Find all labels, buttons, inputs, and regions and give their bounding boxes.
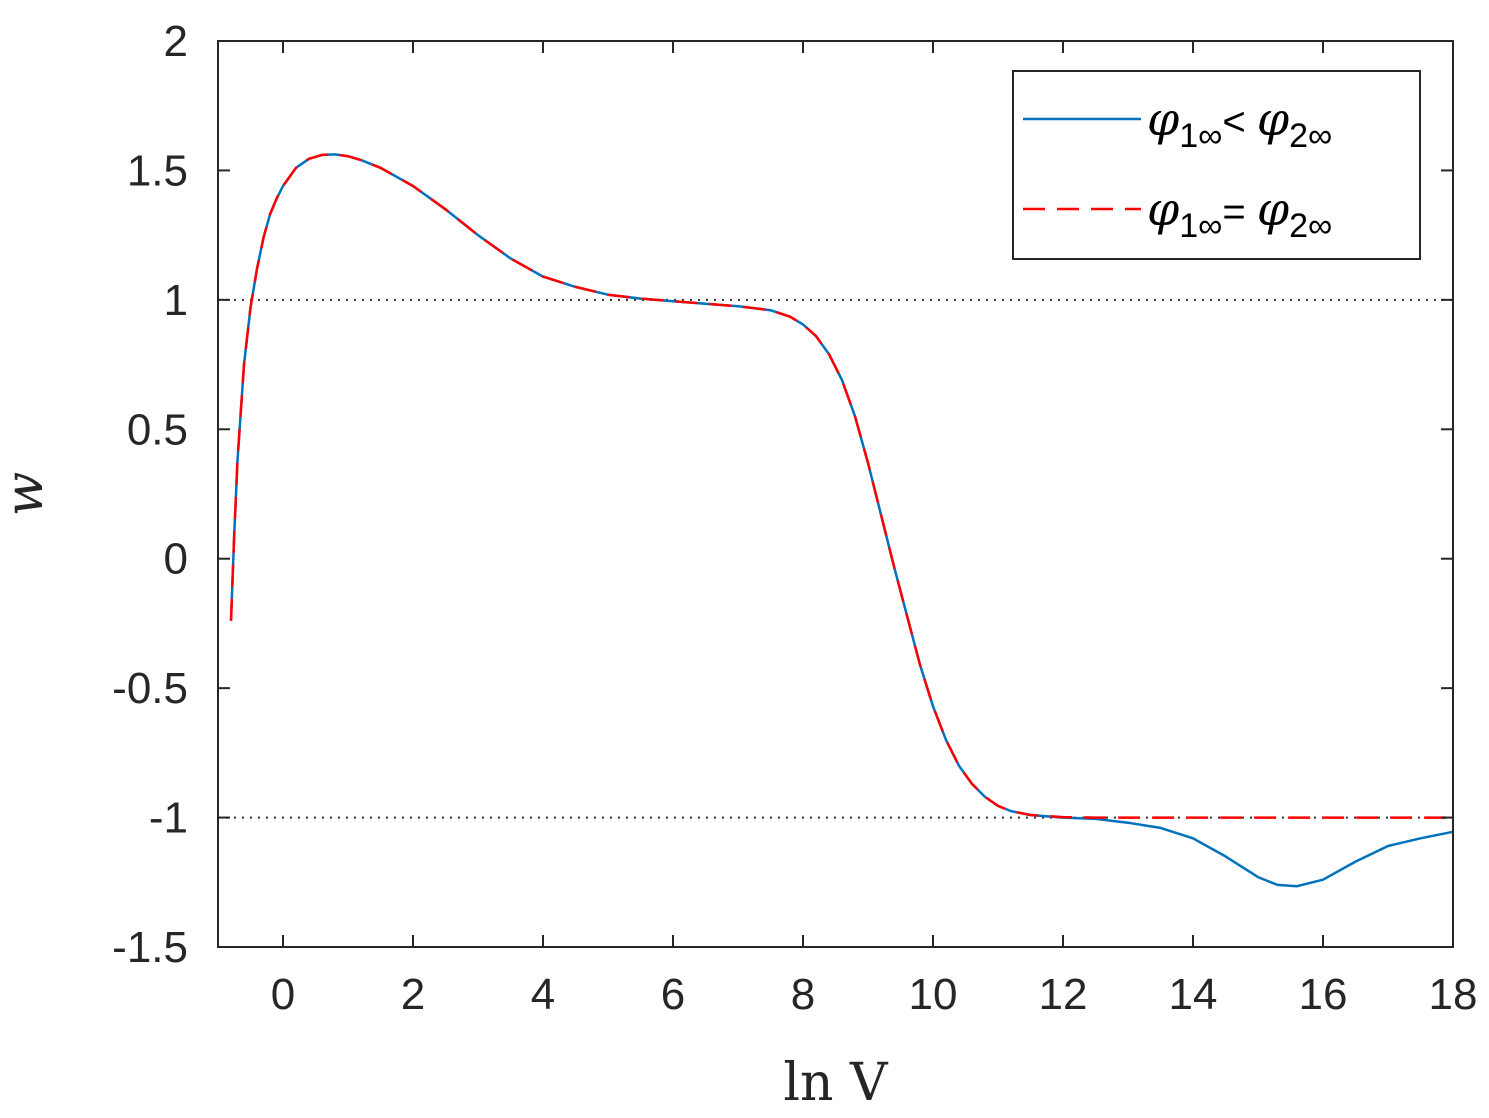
legend-sub1: 1∞ (1179, 207, 1222, 245)
x-tick-label: 2 (401, 970, 425, 1019)
y-axis-title: w (0, 472, 55, 517)
y-tick-label: 0.5 (127, 405, 188, 454)
x-tick-label: 18 (1429, 970, 1478, 1019)
legend-main2: φ (1257, 92, 1290, 146)
legend-label-1: φ1∞< φ2∞ (1147, 92, 1332, 155)
legend-box (1012, 70, 1421, 260)
x-tick-labels: 0 2 4 6 8 10 12 14 16 18 (271, 970, 1478, 1019)
x-tick-label: 4 (531, 970, 555, 1019)
x-axis-title: ln V (783, 1053, 889, 1113)
legend-main1: φ (1147, 182, 1180, 236)
legend-op: < (1222, 100, 1256, 144)
legend-main2: φ (1257, 182, 1290, 236)
series-line-1 (229, 153, 1454, 888)
legend: φ1∞< φ2∞φ1∞= φ2∞ (1012, 70, 1421, 260)
legend-sub2: 2∞ (1289, 207, 1332, 245)
tick-marks (218, 40, 1454, 948)
x-tick-label: 6 (661, 970, 685, 1019)
x-tick-label: 12 (1039, 970, 1088, 1019)
y-tick-labels: 2 1.5 1 0.5 0 -0.5 -1 -1.5 (112, 17, 188, 972)
y-tick-label: 1 (164, 276, 188, 325)
plot-frame (217, 40, 1454, 948)
series-line-2 (229, 153, 1453, 819)
x-tick-label: 14 (1169, 970, 1218, 1019)
y-tick-label: 2 (164, 17, 188, 66)
reference-lines (218, 298, 1453, 819)
x-tick-label: 10 (909, 970, 958, 1019)
y-tick-label: 1.5 (127, 146, 188, 195)
x-tick-label: 16 (1299, 970, 1348, 1019)
y-tick-label: -0.5 (112, 664, 188, 713)
legend-sub2: 2∞ (1289, 117, 1332, 155)
series-layer (229, 153, 1454, 888)
legend-main1: φ (1147, 92, 1180, 146)
x-tick-label: 0 (271, 970, 295, 1019)
legend-sub1: 1∞ (1179, 117, 1222, 155)
legend-label-2: φ1∞= φ2∞ (1147, 182, 1332, 245)
y-tick-label: 0 (164, 535, 188, 584)
legend-op: = (1222, 190, 1256, 234)
y-tick-label: -1 (149, 794, 188, 843)
y-tick-label: -1.5 (112, 923, 188, 972)
x-tick-label: 8 (791, 970, 815, 1019)
